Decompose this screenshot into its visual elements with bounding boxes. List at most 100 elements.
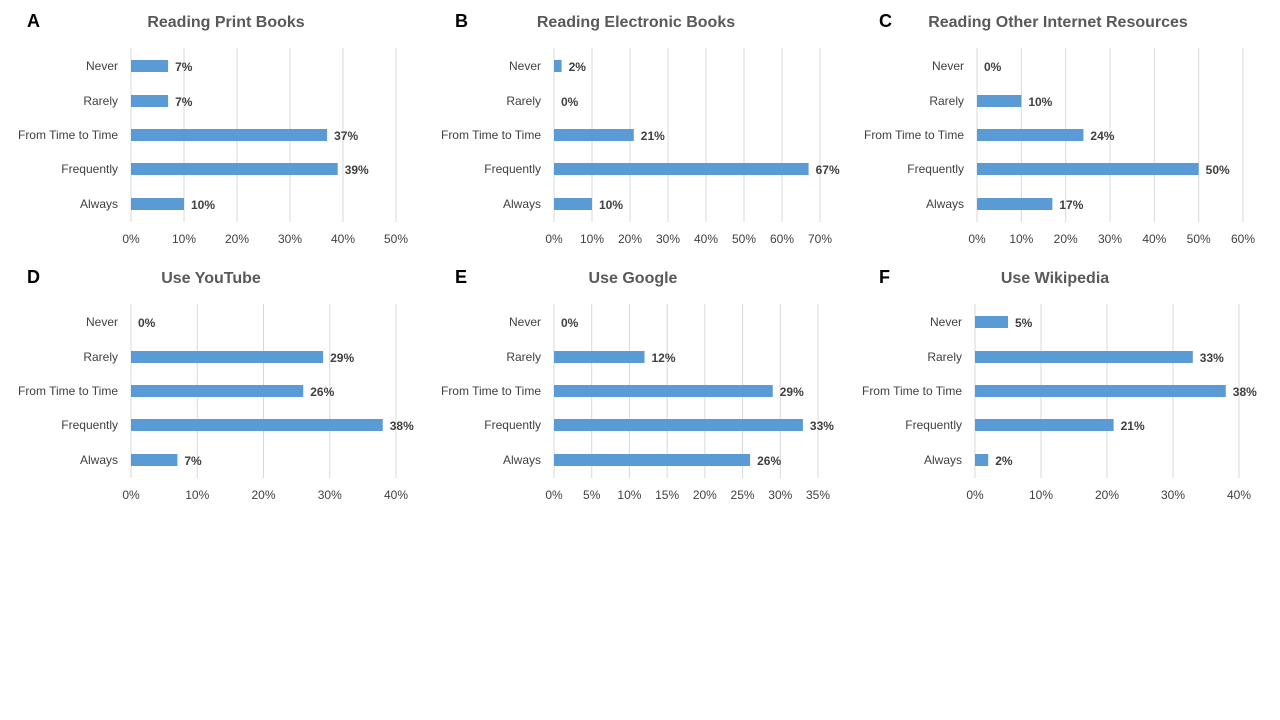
panel-a-tick-label: 40% xyxy=(331,232,355,246)
panel-c-tick-label: 40% xyxy=(1142,232,1166,246)
panel-d-tick-label: 0% xyxy=(122,488,140,502)
panel-e-data-label: 33% xyxy=(810,419,834,433)
panel-c-data-label: 17% xyxy=(1059,198,1083,212)
panel-e-bar xyxy=(554,351,645,363)
panel-c-bar xyxy=(977,198,1053,210)
panel-b-tick-label: 50% xyxy=(732,232,756,246)
panel-f-bar xyxy=(975,454,989,466)
panel-e-data-label: 29% xyxy=(780,385,804,399)
panel-d-bar xyxy=(131,419,383,431)
panel-b-tick-label: 60% xyxy=(770,232,794,246)
panel-c-tick-label: 50% xyxy=(1187,232,1211,246)
panel-c-tick-label: 60% xyxy=(1231,232,1255,246)
panel-f-bar xyxy=(975,385,1226,397)
panel-e-data-label: 12% xyxy=(652,351,676,365)
panel-e-bar xyxy=(554,419,803,431)
panel-d-letter: D xyxy=(27,267,40,287)
panel-b-category-label: Always xyxy=(503,197,541,211)
panel-d-title: Use YouTube xyxy=(161,270,261,287)
panel-a-data-label: 7% xyxy=(175,95,193,109)
panel-e-tick-label: 15% xyxy=(655,488,679,502)
panel-c-title: Reading Other Internet Resources xyxy=(928,14,1188,31)
panel-c-tick-label: 10% xyxy=(1009,232,1033,246)
panel-f-tick-label: 0% xyxy=(966,488,984,502)
panel-a-category-label: Never xyxy=(86,59,118,73)
panel-d-tick-label: 30% xyxy=(318,488,342,502)
panel-e-tick-label: 20% xyxy=(693,488,717,502)
panel-b-tick-label: 40% xyxy=(694,232,718,246)
panel-f-data-label: 2% xyxy=(995,454,1013,468)
panel-c-bar xyxy=(977,95,1022,107)
panel-b-category-label: Never xyxy=(509,59,541,73)
panel-d-bar xyxy=(131,454,178,466)
panel-f-data-label: 38% xyxy=(1233,385,1257,399)
panel-b-title: Reading Electronic Books xyxy=(537,14,735,31)
panel-b-tick-label: 10% xyxy=(580,232,604,246)
panel-e-tick-label: 5% xyxy=(583,488,601,502)
panel-a-tick-label: 10% xyxy=(172,232,196,246)
panel-e-tick-label: 0% xyxy=(545,488,563,502)
panel-c-category-label: Never xyxy=(932,59,964,73)
panel-c-category-label: From Time to Time xyxy=(864,128,964,142)
panel-d-category-label: From Time to Time xyxy=(18,384,118,398)
panel-e-letter: E xyxy=(455,267,467,287)
panel-d-category-label: Frequently xyxy=(61,418,118,432)
panel-c-data-label: 0% xyxy=(984,60,1002,74)
panel-a-tick-label: 20% xyxy=(225,232,249,246)
panel-a-tick-label: 50% xyxy=(384,232,408,246)
panel-c-data-label: 10% xyxy=(1028,95,1052,109)
panel-a-data-label: 10% xyxy=(191,198,215,212)
panel-f-letter: F xyxy=(879,267,890,287)
panel-b-data-label: 10% xyxy=(599,198,623,212)
panel-c-category-label: Always xyxy=(926,197,964,211)
panel-e-category-label: Frequently xyxy=(484,418,541,432)
panel-a-bar xyxy=(131,163,338,175)
panel-b-category-label: Frequently xyxy=(484,162,541,176)
panel-f-title: Use Wikipedia xyxy=(1001,270,1109,287)
panel-a-category-label: Frequently xyxy=(61,162,118,176)
panel-a-category-label: Rarely xyxy=(83,94,118,108)
panel-d-category-label: Rarely xyxy=(83,350,118,364)
panel-a-tick-label: 30% xyxy=(278,232,302,246)
panel-e-tick-label: 25% xyxy=(731,488,755,502)
panel-c-letter: C xyxy=(879,11,892,31)
panel-c-tick-label: 30% xyxy=(1098,232,1122,246)
panel-a-category-label: From Time to Time xyxy=(18,128,118,142)
panel-f-tick-label: 30% xyxy=(1161,488,1185,502)
panel-d-category-label: Never xyxy=(86,315,118,329)
panel-c-tick-label: 20% xyxy=(1054,232,1078,246)
panel-f-tick-label: 40% xyxy=(1227,488,1251,502)
panel-d-category-label: Always xyxy=(80,453,118,467)
panel-f-category-label: Rarely xyxy=(927,350,962,364)
panel-e-category-label: From Time to Time xyxy=(441,384,541,398)
panel-a-bar xyxy=(131,60,169,72)
panel-c-tick-label: 0% xyxy=(968,232,986,246)
panel-a-bar xyxy=(131,198,184,210)
panel-c-data-label: 24% xyxy=(1090,129,1114,143)
panel-f-data-label: 5% xyxy=(1015,316,1033,330)
panel-b-data-label: 2% xyxy=(569,60,587,74)
panel-b-tick-label: 0% xyxy=(545,232,563,246)
panel-a-category-label: Always xyxy=(80,197,118,211)
panel-d-data-label: 7% xyxy=(184,454,202,468)
panel-d-tick-label: 40% xyxy=(384,488,408,502)
panel-c-bar xyxy=(977,163,1199,175)
panel-c-bar xyxy=(977,129,1084,141)
panel-e-bar xyxy=(554,385,773,397)
panel-d-data-label: 0% xyxy=(138,316,156,330)
panel-b-data-label: 21% xyxy=(641,129,665,143)
panel-a-data-label: 39% xyxy=(345,163,369,177)
panel-f-data-label: 21% xyxy=(1121,419,1145,433)
panel-f-category-label: Never xyxy=(930,315,962,329)
panel-b-category-label: From Time to Time xyxy=(441,128,541,142)
panel-a-data-label: 37% xyxy=(334,129,358,143)
panel-b-bar xyxy=(554,129,634,141)
panel-b-data-label: 67% xyxy=(816,163,840,177)
panel-d-tick-label: 20% xyxy=(251,488,275,502)
panel-a-data-label: 7% xyxy=(175,60,193,74)
panel-d-data-label: 29% xyxy=(330,351,354,365)
panel-e-tick-label: 10% xyxy=(617,488,641,502)
panel-f-category-label: Always xyxy=(924,453,962,467)
panel-b-letter: B xyxy=(455,11,468,31)
panel-c-category-label: Frequently xyxy=(907,162,964,176)
